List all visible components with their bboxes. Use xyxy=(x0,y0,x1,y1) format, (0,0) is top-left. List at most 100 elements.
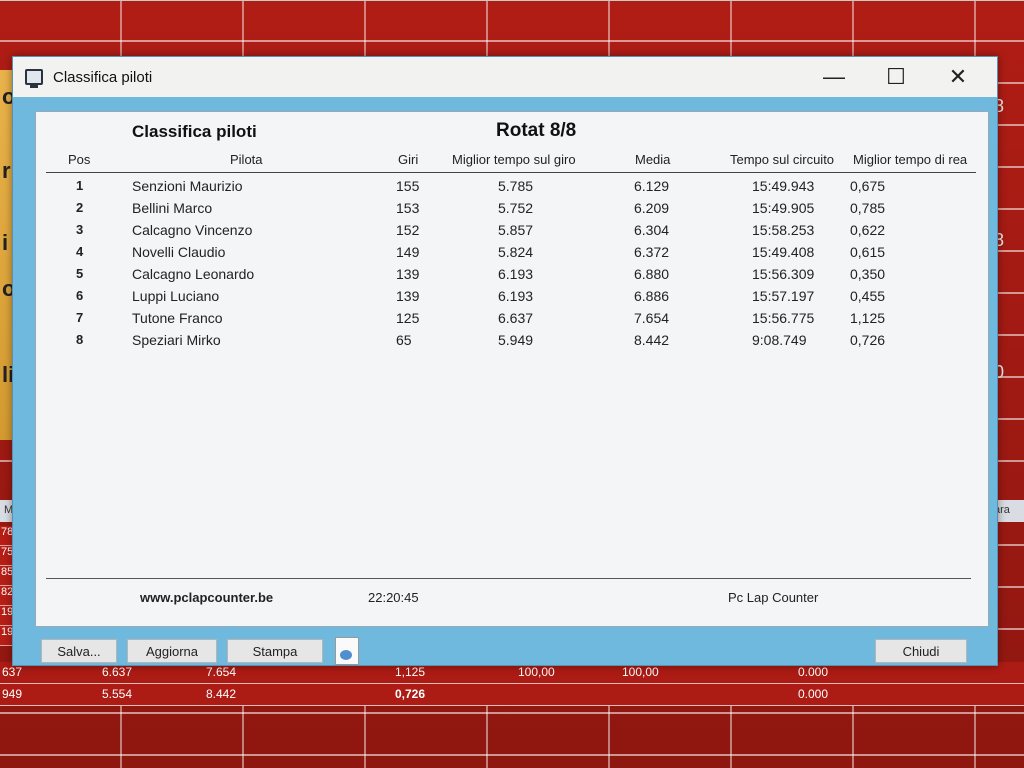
cell-pilot-name: Novelli Claudio xyxy=(132,244,226,260)
column-header-reaction: Miglior tempo di rea xyxy=(853,152,968,167)
cell-best-lap: 5.949 xyxy=(498,332,534,348)
cell-pos: 8 xyxy=(76,332,84,347)
cell-pos: 2 xyxy=(76,200,84,215)
close-button[interactable]: ✕ xyxy=(948,64,968,89)
header-divider xyxy=(46,172,976,173)
print-button[interactable]: Stampa xyxy=(227,639,323,663)
background-cell: 949 xyxy=(2,687,23,701)
cell-average: 6.304 xyxy=(634,222,670,238)
background-glyph: i xyxy=(2,230,9,255)
column-header-tempo: Tempo sul circuito xyxy=(730,152,835,167)
background-cell: 637 xyxy=(2,665,23,679)
background-cell: 0.000 xyxy=(798,665,829,679)
cell-total-time: 15:57.197 xyxy=(752,288,815,304)
cell-total-time: 15:56.309 xyxy=(752,266,815,282)
column-header-giri: Giri xyxy=(398,152,419,167)
cell-best-lap: 6.193 xyxy=(498,266,534,282)
cell-laps: 155 xyxy=(396,178,420,194)
cell-best-lap: 5.752 xyxy=(498,200,534,216)
cell-average: 6.209 xyxy=(634,200,670,216)
background-cell: 7.654 xyxy=(206,665,237,679)
cell-pos: 3 xyxy=(76,222,84,237)
report-title: Classifica piloti xyxy=(132,122,257,141)
cell-average: 6.372 xyxy=(634,244,670,260)
cell-reaction-time: 1,125 xyxy=(850,310,886,326)
table-row: 1 Senzioni Maurizio 155 5.785 6.129 15:49.943… xyxy=(36,178,988,200)
table-row: 5 Calcagno Leonardo 139 6.193 6.880 15:56.309… xyxy=(36,266,988,288)
window-title: Classifica piloti xyxy=(53,68,153,86)
cell-pilot-name: Tutone Franco xyxy=(132,310,223,326)
background-cell: 1,125 xyxy=(395,665,426,679)
background-cell: 8.442 xyxy=(206,687,237,701)
column-header-pos: Pos xyxy=(68,152,91,167)
cell-total-time: 15:58.253 xyxy=(752,222,815,238)
button-bar: Salva... Aggiorna Stampa Chiudi xyxy=(35,629,989,665)
background-row: 637 6.637 7.654 1,125 100,00 100,00 0.00… xyxy=(0,662,1024,684)
title-bar[interactable]: Classifica piloti — ☐ ✕ xyxy=(13,57,997,97)
background-glyph: r xyxy=(2,158,11,183)
cell-best-lap: 6.193 xyxy=(498,288,534,304)
background-cell: 100,00 xyxy=(622,665,659,679)
cell-pos: 7 xyxy=(76,310,84,325)
column-header-best-lap: Miglior tempo sul giro xyxy=(452,152,576,167)
footer-website: www.pclapcounter.be xyxy=(140,590,274,605)
table-row: 6 Luppi Luciano 139 6.193 6.886 15:57.197 0,45… xyxy=(36,288,988,310)
cell-pos: 1 xyxy=(76,178,84,193)
cell-laps: 65 xyxy=(396,332,412,348)
footer-divider xyxy=(46,578,971,579)
background-row: 949 5.554 8.442 0,726 0.000 xyxy=(0,684,1024,706)
table-row: 2 Bellini Marco 153 5.752 6.209 15:49.905 0,78… xyxy=(36,200,988,222)
footer-time: 22:20:45 xyxy=(368,590,419,605)
maximize-button[interactable]: ☐ xyxy=(886,64,906,89)
background-digit: 0 xyxy=(994,362,1005,382)
cell-pos: 4 xyxy=(76,244,84,259)
close-dialog-button[interactable]: Chiudi xyxy=(875,639,967,663)
cell-reaction-time: 0,726 xyxy=(850,332,886,348)
background-cell: 100,00 xyxy=(518,665,555,679)
cell-total-time: 9:08.749 xyxy=(752,332,807,348)
cell-pilot-name: Senzioni Maurizio xyxy=(132,178,243,194)
cell-laps: 125 xyxy=(396,310,420,326)
cell-total-time: 15:49.905 xyxy=(752,200,815,216)
cell-reaction-time: 0,785 xyxy=(850,200,886,216)
background-digit: 8 xyxy=(994,96,1005,116)
refresh-button[interactable]: Aggiorna xyxy=(127,639,217,663)
background-glyph: li xyxy=(2,362,15,387)
cell-reaction-time: 0,350 xyxy=(850,266,886,282)
cell-reaction-time: 0,675 xyxy=(850,178,886,194)
cell-laps: 149 xyxy=(396,244,420,260)
background-bottom-rows: 637 6.637 7.654 1,125 100,00 100,00 0.00… xyxy=(0,662,1024,706)
table-row: 3 Calcagno Vincenzo 152 5.857 6.304 15:58.253… xyxy=(36,222,988,244)
table-row: 8 Speziari Mirko 65 5.949 8.442 9:08.749 0,726 xyxy=(36,332,988,354)
cell-total-time: 15:49.943 xyxy=(752,178,815,194)
cell-best-lap: 5.824 xyxy=(498,244,534,260)
report-area: Classifica piloti Rotat 8/8 Pos Pilota G… xyxy=(35,111,989,627)
cell-total-time: 15:49.408 xyxy=(752,244,815,260)
export-document-icon[interactable] xyxy=(335,637,359,665)
background-digit: 8 xyxy=(994,230,1005,250)
cell-average: 7.654 xyxy=(634,310,670,326)
monitor-icon xyxy=(25,69,43,88)
cell-pilot-name: Bellini Marco xyxy=(132,200,213,216)
cell-pos: 6 xyxy=(76,288,84,303)
table-row: 7 Tutone Franco 125 6.637 7.654 15:56.775 1,12… xyxy=(36,310,988,332)
column-header-media: Media xyxy=(635,152,671,167)
classifica-window: Classifica piloti — ☐ ✕ Classifica pilot… xyxy=(12,56,998,666)
background-cell: 6.637 xyxy=(102,665,133,679)
cell-best-lap: 6.637 xyxy=(498,310,534,326)
cell-reaction-time: 0,622 xyxy=(850,222,886,238)
cell-reaction-time: 0,615 xyxy=(850,244,886,260)
cell-pilot-name: Speziari Mirko xyxy=(132,332,221,348)
cell-pilot-name: Luppi Luciano xyxy=(132,288,220,304)
cell-average: 6.129 xyxy=(634,178,670,194)
save-button[interactable]: Salva... xyxy=(41,639,117,663)
background-cell: 0,726 xyxy=(395,687,426,701)
cell-average: 6.880 xyxy=(634,266,670,282)
background-cell: 0.000 xyxy=(798,687,829,701)
minimize-button[interactable]: — xyxy=(823,64,845,89)
table-row: 4 Novelli Claudio 149 5.824 6.372 15:49.408 0,… xyxy=(36,244,988,266)
cell-total-time: 15:56.775 xyxy=(752,310,815,326)
cell-laps: 152 xyxy=(396,222,420,238)
cell-laps: 139 xyxy=(396,288,420,304)
window-controls: — ☐ ✕ xyxy=(803,57,989,97)
